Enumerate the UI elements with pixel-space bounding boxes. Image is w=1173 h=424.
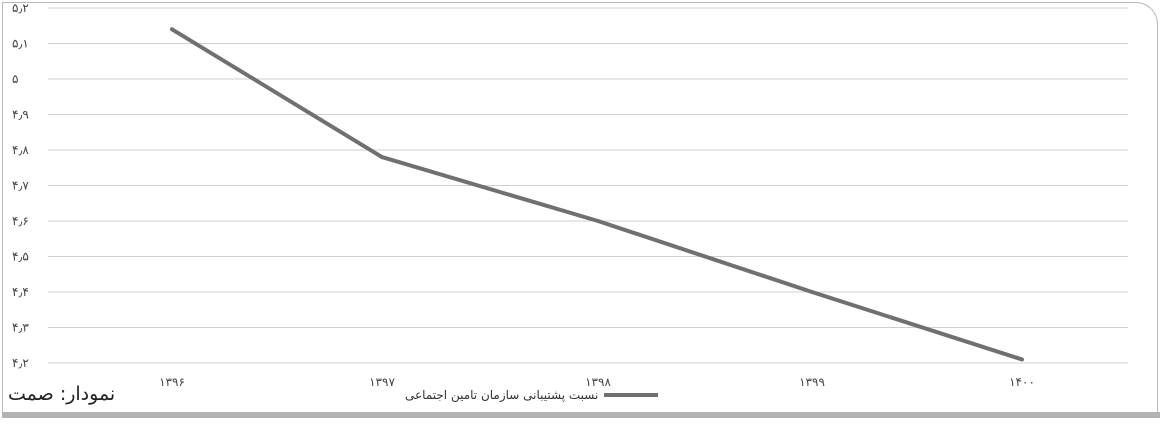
bottom-rule (2, 412, 1160, 418)
chart-frame (2, 2, 1158, 418)
y-tick-label: ۴٫۹ (12, 108, 29, 122)
y-tick-label: ۴٫۴ (12, 285, 29, 299)
x-tick-label: ۱۳۹۹ (799, 375, 825, 389)
data-point (1020, 357, 1024, 362)
chart-caption: نمودار: صمت (8, 383, 116, 405)
data-point (596, 219, 600, 223)
y-tick-label: ۴٫۳ (12, 321, 29, 335)
x-tick-label: ۱۳۹۷ (369, 375, 395, 389)
data-point (170, 27, 174, 32)
y-tick-label: ۴٫۲ (12, 356, 29, 370)
x-tick-label: ۱۳۹۸ (585, 375, 611, 389)
x-axis-ticks: ۱۳۹۶ ۱۳۹۷ ۱۳۹۸ ۱۳۹۹ ۱۴۰۰ (159, 375, 1035, 389)
data-point (810, 290, 814, 294)
y-tick-label: ۴٫۸ (12, 143, 29, 157)
legend-swatch (604, 393, 659, 397)
y-tick-label: ۵ (12, 72, 18, 86)
y-tick-label: ۴٫۶ (12, 214, 29, 228)
y-axis-ticks: ۴٫۲ ۴٫۳ ۴٫۴ ۴٫۵ ۴٫۶ ۴٫۷ ۴٫۸ ۴٫۹ ۵ ۵٫۱ ۵٫۲ (12, 1, 29, 370)
gridlines (48, 7, 1128, 364)
y-tick-label: ۴٫۷ (12, 179, 29, 193)
series-layer (170, 27, 1024, 362)
data-point (380, 155, 384, 160)
y-tick-label: ۵٫۱ (12, 37, 29, 51)
x-tick-label: ۱۴۰۰ (1009, 375, 1035, 389)
legend-label: نسبت پشتیبانی سازمان تامین اجتماعی (405, 388, 599, 402)
y-tick-label: ۴٫۵ (12, 250, 29, 264)
legend: نسبت پشتیبانی سازمان تامین اجتماعی (405, 383, 659, 407)
x-tick-label: ۱۳۹۶ (159, 375, 185, 389)
y-tick-label: ۵٫۲ (12, 1, 29, 15)
